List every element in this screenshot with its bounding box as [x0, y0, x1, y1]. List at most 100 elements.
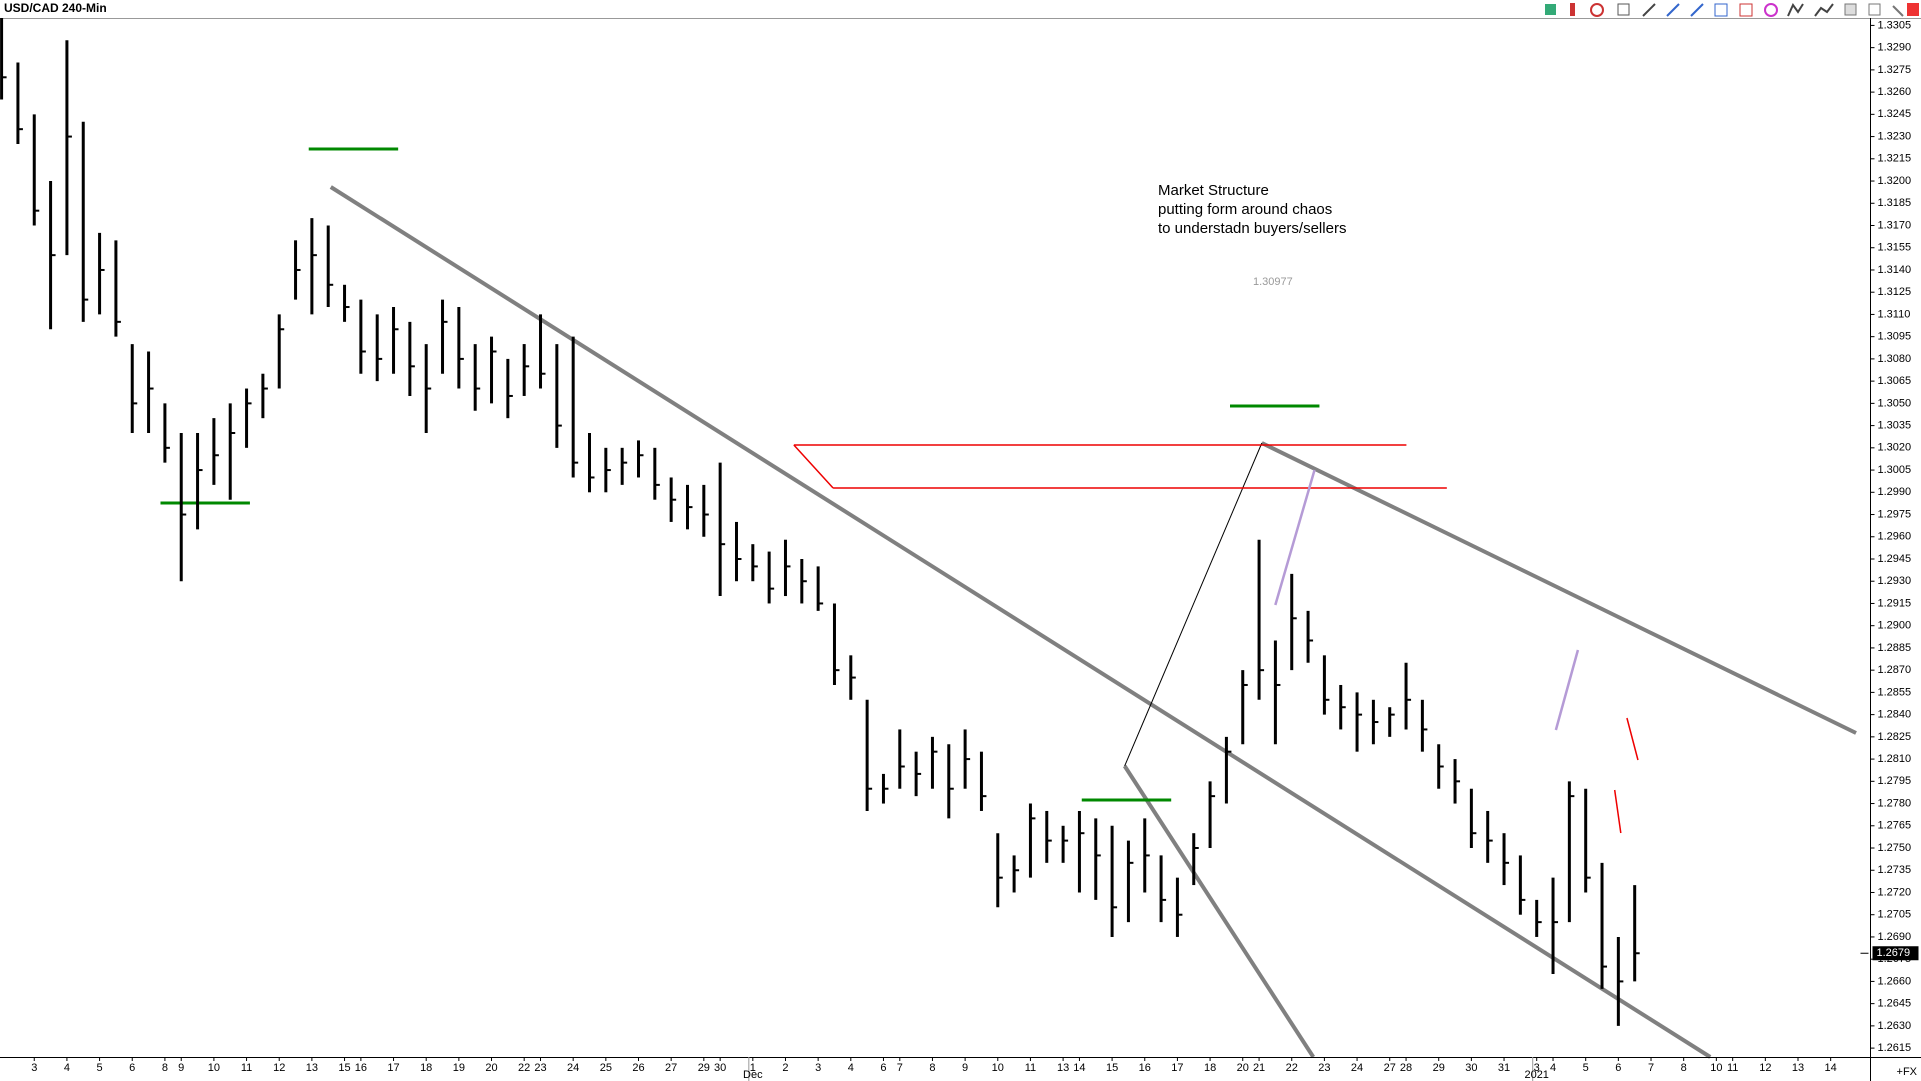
y-tick-label: 1.3305: [1878, 19, 1912, 31]
x-tick-label: 23: [1318, 1062, 1330, 1074]
annotation: putting form around chaos: [1158, 201, 1332, 218]
swing-line: [1275, 470, 1314, 605]
y-tick-label: 1.2810: [1878, 753, 1912, 765]
x-tick-label: 15: [338, 1062, 350, 1074]
x-tick-label: 10: [208, 1062, 220, 1074]
y-tick-label: 1.3260: [1878, 86, 1912, 98]
x-tick-label: 3: [31, 1062, 37, 1074]
y-tick-label: 1.3035: [1878, 420, 1912, 432]
annotation: to understadn buyers/sellers: [1158, 220, 1346, 237]
x-tick-label: 3: [1534, 1062, 1540, 1074]
x-tick-label: 17: [1171, 1062, 1183, 1074]
x-tick-label: 6: [1615, 1062, 1621, 1074]
x-tick-label: 4: [1550, 1062, 1556, 1074]
y-tick-label: 1.2825: [1878, 731, 1912, 743]
y-tick-label: 1.2795: [1878, 775, 1912, 787]
x-tick-label: 12: [273, 1062, 285, 1074]
x-tick-label: 8: [929, 1062, 935, 1074]
y-tick-label: 1.2630: [1878, 1020, 1912, 1032]
tool-icon[interactable]: [1844, 3, 1857, 16]
x-tick-label: 29: [698, 1062, 710, 1074]
x-tick-label: 14: [1073, 1062, 1085, 1074]
x-tick-label: 28: [1400, 1062, 1412, 1074]
tool-icon[interactable]: [1590, 3, 1604, 17]
tool-icon[interactable]: [1764, 3, 1778, 17]
y-tick-label: 1.3245: [1878, 108, 1912, 120]
x-tick-label: 6: [880, 1062, 886, 1074]
x-tick-label: 6: [129, 1062, 135, 1074]
x-tick-label: 7: [1648, 1062, 1654, 1074]
tool-icon[interactable]: [1739, 3, 1753, 17]
chart-title: USD/CAD 240-Min: [4, 1, 107, 15]
x-tick-label: 11: [1727, 1062, 1738, 1074]
y-tick-label: 1.3095: [1878, 331, 1912, 343]
swing-line: [794, 445, 833, 488]
x-tick-label: 27: [665, 1062, 677, 1074]
y-tick-label: 1.2915: [1878, 597, 1912, 609]
tool-icon[interactable]: [1617, 3, 1630, 16]
x-tick-label: 23: [534, 1062, 546, 1074]
x-tick-label: 9: [962, 1062, 968, 1074]
y-tick-label: 1.2975: [1878, 508, 1912, 520]
tool-icon[interactable]: [1690, 3, 1704, 17]
x-tick-label: 20: [485, 1062, 497, 1074]
x-tick-label: 27: [1384, 1062, 1396, 1074]
y-tick-label: 1.2945: [1878, 553, 1912, 565]
x-tick-label: 1: [750, 1062, 756, 1074]
y-tick-label: 1.2990: [1878, 486, 1912, 498]
trend-line: [1262, 443, 1856, 733]
tool-icon[interactable]: [1545, 4, 1556, 15]
trend-line: [331, 187, 1710, 1057]
last-price-label: 1.2679: [1877, 947, 1911, 959]
tool-icon[interactable]: [1868, 3, 1881, 16]
x-tick-label: 8: [1681, 1062, 1687, 1074]
y-tick-label: 1.2960: [1878, 531, 1912, 543]
x-tick-label: 13: [1057, 1062, 1069, 1074]
y-tick-label: 1.3185: [1878, 197, 1912, 209]
x-tick-label: 14: [1825, 1062, 1837, 1074]
x-tick-label: 17: [387, 1062, 399, 1074]
drawings: [160, 149, 1856, 1057]
y-tick-label: 1.3020: [1878, 442, 1912, 454]
y-tick-label: 1.2615: [1878, 1042, 1912, 1054]
x-tick-label: 5: [1583, 1062, 1589, 1074]
y-tick-label: 1.2780: [1878, 797, 1912, 809]
x-tick-label: 13: [306, 1062, 318, 1074]
x-tick-label: 24: [567, 1062, 579, 1074]
tool-icon[interactable]: [1714, 3, 1728, 17]
x-tick-label: 21: [1253, 1062, 1265, 1074]
y-tick-label: 1.2720: [1878, 886, 1912, 898]
x-tick-label: 4: [848, 1062, 854, 1074]
x-tick-label: 24: [1351, 1062, 1363, 1074]
y-tick-label: 1.2840: [1878, 709, 1912, 721]
y-tick-label: 1.2750: [1878, 842, 1912, 854]
tool-icon[interactable]: [1666, 3, 1680, 17]
y-tick-label: 1.2660: [1878, 975, 1912, 987]
y-tick-label: 1.2690: [1878, 931, 1912, 943]
tool-icon[interactable]: [1814, 3, 1834, 17]
x-tick-label: 26: [632, 1062, 644, 1074]
tool-icon[interactable]: [1787, 3, 1804, 17]
tool-icon[interactable]: [1892, 5, 1904, 17]
y-tick-label: 1.3170: [1878, 219, 1912, 231]
tool-icon[interactable]: [1570, 3, 1575, 16]
y-tick-label: 1.2900: [1878, 620, 1912, 632]
x-tick-label: 11: [241, 1062, 252, 1074]
x-tick-label: 18: [1204, 1062, 1216, 1074]
x-tick-label: 13: [1792, 1062, 1804, 1074]
close-button[interactable]: [1907, 3, 1919, 16]
y-tick-label: 1.3275: [1878, 64, 1912, 76]
x-tick-label: 22: [1286, 1062, 1298, 1074]
y-tick-label: 1.2930: [1878, 575, 1912, 587]
tool-icon[interactable]: [1642, 3, 1656, 17]
swing-line: [1627, 718, 1638, 760]
x-tick-label: 30: [714, 1062, 726, 1074]
y-tick-label: 1.2705: [1878, 909, 1912, 921]
x-tick-label: 18: [420, 1062, 432, 1074]
x-tick-label: 3: [815, 1062, 821, 1074]
month-label: Dec: [743, 1069, 763, 1081]
price-note: 1.30977: [1253, 276, 1293, 288]
y-tick-label: 1.2765: [1878, 820, 1912, 832]
